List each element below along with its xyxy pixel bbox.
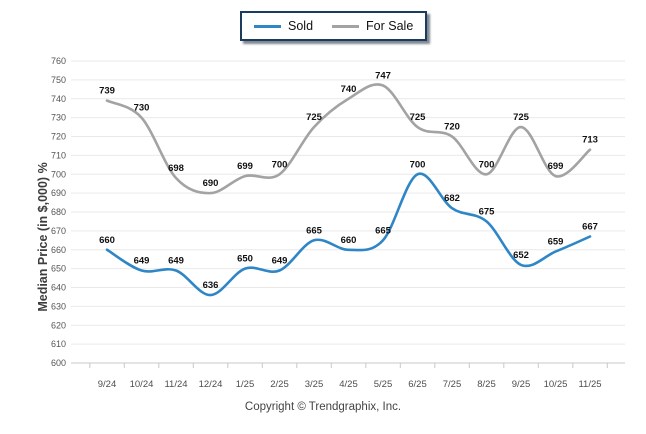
data-label-for-sale: 700 [479, 159, 495, 170]
x-tick-label: 11/25 [578, 379, 601, 390]
x-tick-label: 10/25 [544, 379, 568, 390]
data-label-for-sale: 725 [513, 112, 530, 123]
y-tick-label: 680 [51, 207, 66, 217]
x-tick-label: 9/24 [98, 379, 117, 390]
y-tick-label: 760 [51, 56, 66, 66]
data-label-for-sale: 720 [444, 122, 460, 133]
y-tick-label: 620 [51, 320, 66, 330]
y-tick-label: 640 [51, 283, 66, 293]
data-label-sold: 660 [99, 235, 115, 246]
data-label-sold: 682 [444, 193, 460, 204]
y-axis-title: Median Price (in $,000) % [36, 162, 50, 311]
y-tick-label: 660 [51, 245, 66, 255]
data-label-sold: 650 [237, 254, 253, 265]
x-tick-label: 9/25 [512, 379, 531, 390]
x-tick-label: 2/25 [270, 379, 289, 390]
data-label-for-sale: 699 [237, 161, 253, 172]
data-label-sold: 649 [272, 256, 288, 267]
for-sale-line-swatch [332, 24, 360, 28]
data-label-sold: 649 [134, 256, 150, 267]
data-label-sold: 636 [203, 280, 219, 291]
data-label-for-sale: 747 [375, 71, 391, 82]
legend-item-sold: Sold [254, 19, 313, 33]
x-tick-label: 4/25 [339, 379, 358, 390]
series-line-for-sale [105, 83, 592, 195]
x-tick-label: 7/25 [443, 379, 462, 390]
x-tick-label: 3/25 [305, 379, 324, 390]
x-tick-label: 11/24 [164, 379, 187, 390]
data-label-for-sale: 700 [272, 159, 288, 170]
y-tick-label: 690 [51, 188, 66, 198]
data-label-for-sale: 690 [203, 178, 219, 189]
data-label-sold: 652 [513, 250, 529, 261]
legend-item-for-sale: For Sale [332, 19, 413, 33]
data-label-sold: 660 [341, 235, 357, 246]
data-label-sold: 700 [410, 159, 426, 170]
y-tick-label: 710 [51, 150, 66, 160]
x-tick-label: 10/24 [130, 379, 154, 390]
data-label-for-sale: 730 [134, 103, 150, 114]
legend-label-sold: Sold [288, 19, 314, 33]
data-label-for-sale: 699 [548, 161, 564, 172]
data-label-sold: 675 [479, 206, 496, 217]
y-tick-label: 740 [51, 94, 66, 104]
x-tick-label: 5/25 [374, 379, 393, 390]
y-tick-label: 670 [51, 226, 66, 236]
y-tick-label: 720 [51, 132, 66, 142]
x-tick-label: 8/25 [477, 379, 496, 390]
copyright-text: Copyright © Trendgraphix, Inc. [244, 401, 402, 413]
data-label-for-sale: 739 [99, 86, 115, 97]
data-label-sold: 649 [168, 256, 184, 267]
data-label-for-sale: 725 [306, 112, 323, 123]
data-label-sold: 659 [548, 237, 564, 248]
y-tick-label: 730 [51, 113, 66, 123]
data-label-sold: 665 [375, 225, 392, 236]
data-label-for-sale: 725 [410, 112, 427, 123]
data-label-for-sale: 713 [582, 135, 598, 146]
x-tick-label: 6/25 [408, 379, 427, 390]
data-label-for-sale: 740 [341, 84, 357, 95]
chart-legend: Sold For Sale [240, 11, 428, 41]
y-tick-label: 750 [51, 75, 66, 85]
y-tick-label: 650 [51, 264, 66, 274]
sold-line-swatch [254, 24, 281, 28]
y-tick-label: 610 [51, 339, 66, 349]
x-tick-label: 12/24 [199, 379, 223, 390]
y-tick-label: 630 [51, 301, 66, 311]
x-tick-label: 1/25 [236, 379, 255, 390]
legend-label-for-sale: For Sale [366, 19, 414, 33]
y-tick-label: 700 [51, 169, 66, 179]
series-line-sold [105, 172, 592, 297]
y-tick-label: 600 [51, 358, 66, 368]
data-label-for-sale: 698 [168, 163, 184, 174]
data-label-sold: 667 [582, 222, 598, 233]
data-label-sold: 665 [306, 225, 323, 236]
